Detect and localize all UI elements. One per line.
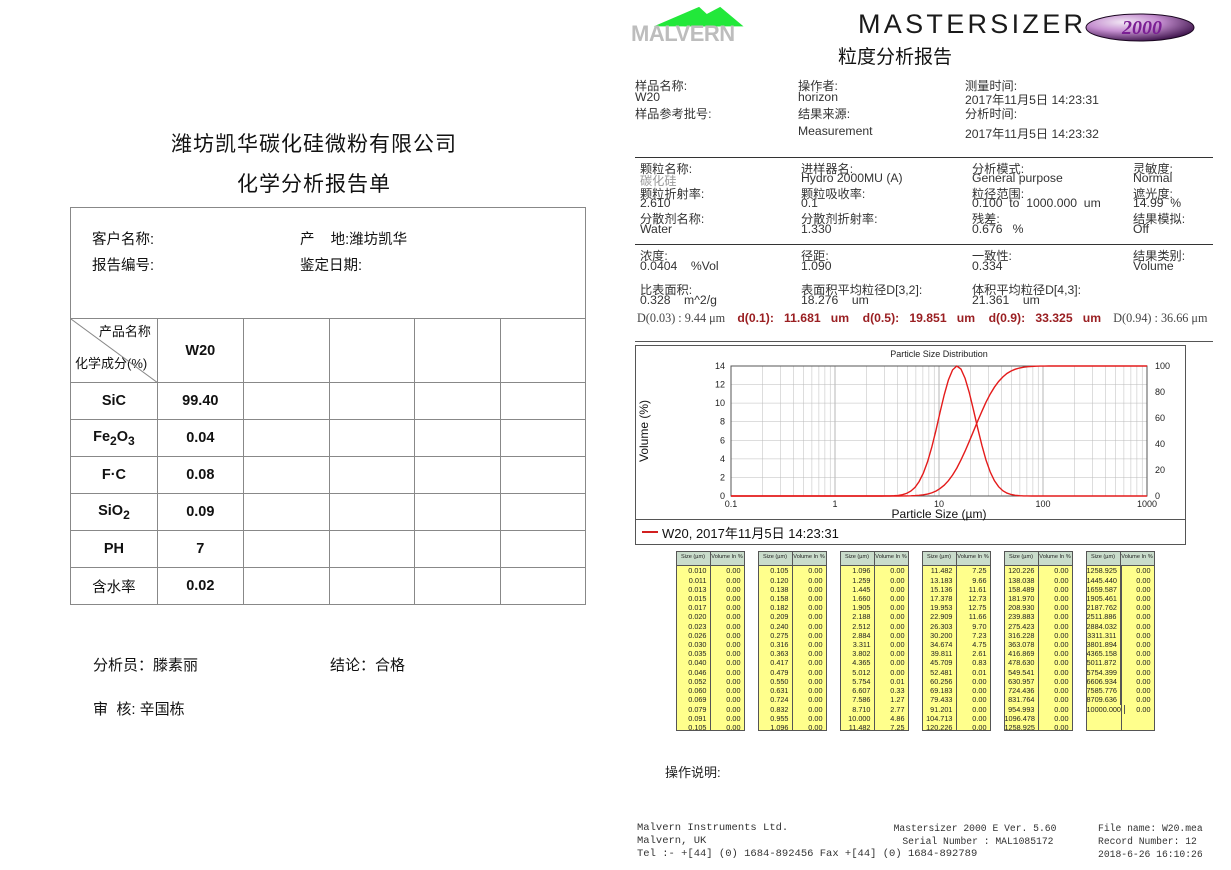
svg-text:MALVERN: MALVERN xyxy=(631,21,735,45)
svg-text:Particle Size Distribution: Particle Size Distribution xyxy=(890,349,988,359)
svg-text:12: 12 xyxy=(715,380,725,390)
svg-text:40: 40 xyxy=(1155,439,1165,449)
svg-text:8: 8 xyxy=(720,417,725,427)
svg-text:100: 100 xyxy=(1035,499,1050,509)
svg-text:60: 60 xyxy=(1155,413,1165,423)
svg-text:100: 100 xyxy=(1155,361,1170,371)
svg-text:10: 10 xyxy=(715,398,725,408)
svg-text:1: 1 xyxy=(832,499,837,509)
svg-text:4: 4 xyxy=(720,454,725,464)
svg-text:0.1: 0.1 xyxy=(725,499,738,509)
svg-text:1000: 1000 xyxy=(1137,499,1157,509)
svg-text:6: 6 xyxy=(720,435,725,445)
svg-text:2000: 2000 xyxy=(1121,17,1162,39)
svg-text:14: 14 xyxy=(715,361,725,371)
svg-text:Volume (%): Volume (%) xyxy=(637,400,651,462)
svg-text:Particle Size (µm): Particle Size (µm) xyxy=(892,507,987,521)
svg-text:2: 2 xyxy=(720,472,725,482)
svg-text:20: 20 xyxy=(1155,465,1165,475)
svg-text:80: 80 xyxy=(1155,387,1165,397)
